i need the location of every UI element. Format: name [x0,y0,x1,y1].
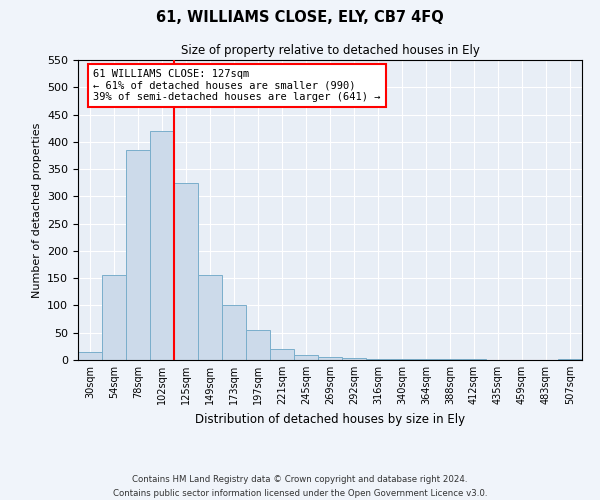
Title: Size of property relative to detached houses in Ely: Size of property relative to detached ho… [181,44,479,58]
Bar [294,354,318,360]
Text: 61, WILLIAMS CLOSE, ELY, CB7 4FQ: 61, WILLIAMS CLOSE, ELY, CB7 4FQ [156,10,444,25]
Text: 61 WILLIAMS CLOSE: 127sqm
← 61% of detached houses are smaller (990)
39% of semi: 61 WILLIAMS CLOSE: 127sqm ← 61% of detac… [93,69,380,102]
Bar [270,349,294,360]
Bar [150,131,174,360]
Bar [126,150,150,360]
Bar [246,330,270,360]
Bar [174,182,198,360]
Y-axis label: Number of detached properties: Number of detached properties [32,122,41,298]
Bar [222,306,246,360]
Bar [102,276,126,360]
Bar [366,359,390,360]
Bar [78,352,102,360]
Bar [198,276,222,360]
X-axis label: Distribution of detached houses by size in Ely: Distribution of detached houses by size … [195,412,465,426]
Bar [342,358,366,360]
Text: Contains HM Land Registry data © Crown copyright and database right 2024.
Contai: Contains HM Land Registry data © Crown c… [113,476,487,498]
Bar [318,358,342,360]
